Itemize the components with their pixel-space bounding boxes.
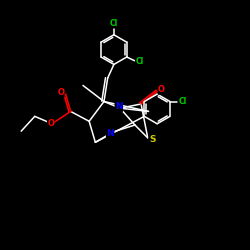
Text: Cl: Cl: [178, 97, 186, 106]
Text: Cl: Cl: [136, 58, 144, 66]
Text: N: N: [106, 129, 114, 138]
Text: Cl: Cl: [110, 19, 118, 28]
Text: S: S: [149, 135, 156, 144]
Text: O: O: [47, 119, 54, 128]
Text: O: O: [158, 86, 165, 94]
Text: O: O: [57, 88, 64, 96]
Text: N: N: [115, 102, 123, 112]
